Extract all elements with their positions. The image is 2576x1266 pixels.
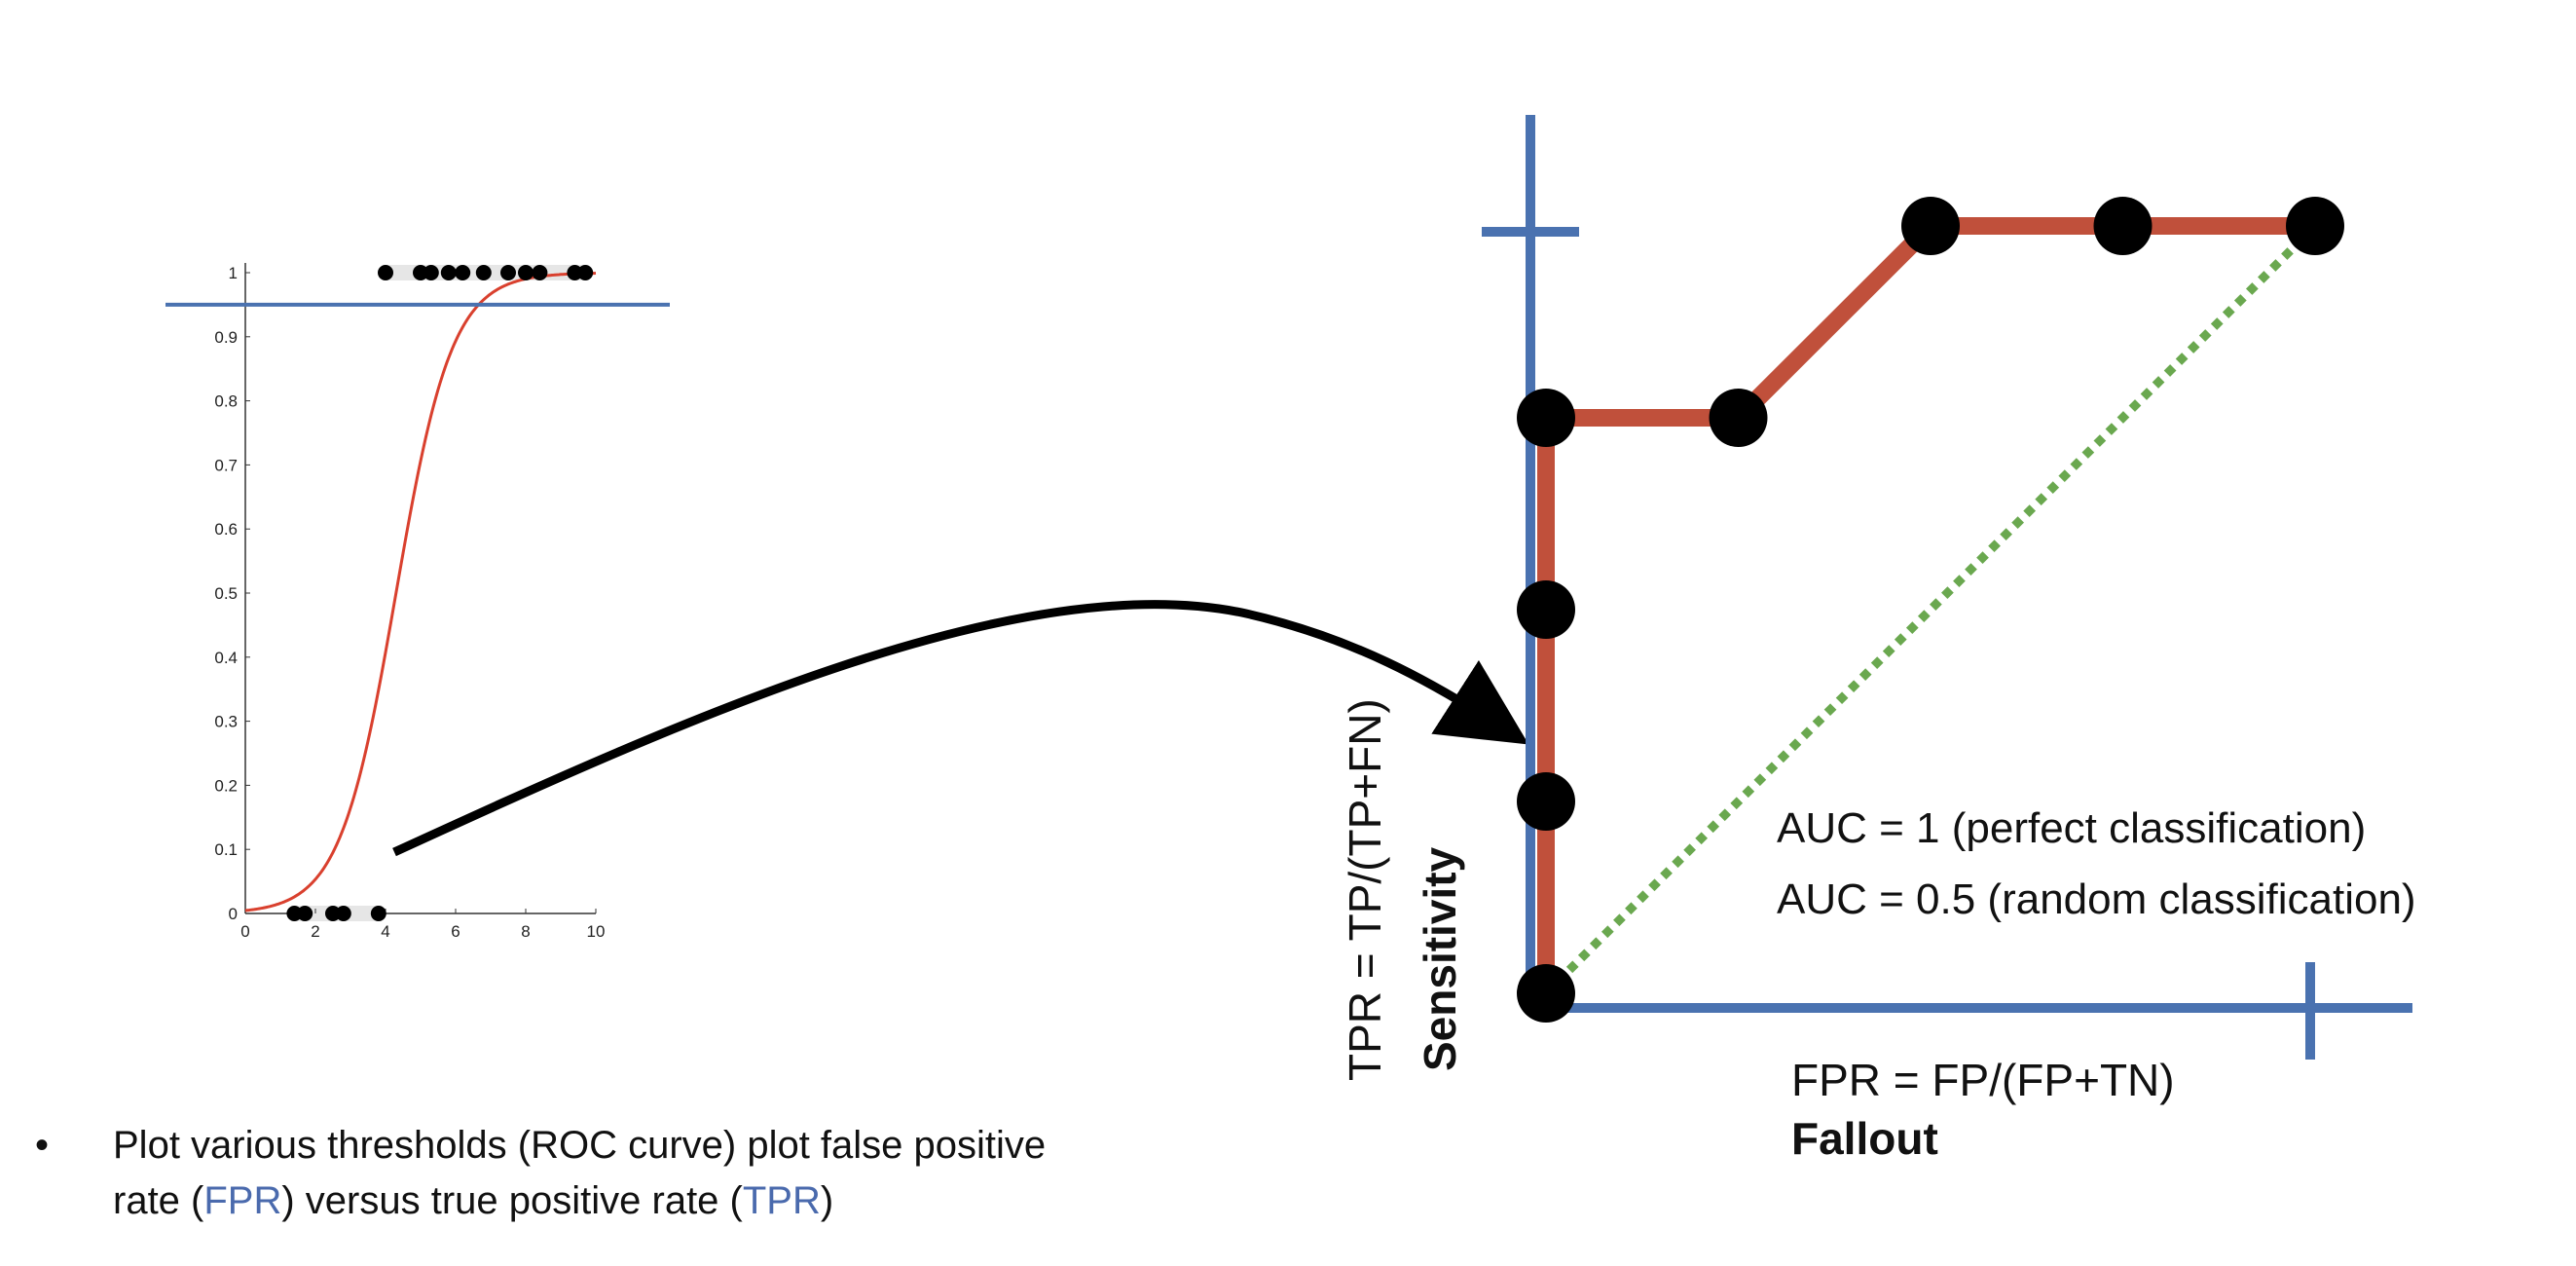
connector-arrow [392, 600, 1529, 857]
logistic-curve [244, 272, 597, 912]
bullet-line-1: Plot various thresholds (ROC curve) plot… [113, 1124, 1047, 1167]
bullet-line-2-part-b: ) versus true positive rate ( [281, 1179, 743, 1222]
fpr-highlight: FPR [203, 1179, 282, 1222]
data-point [500, 265, 516, 280]
y-tick-label: 0.8 [214, 392, 238, 411]
y-tick-label: 0.2 [214, 776, 238, 795]
roc-curve [1537, 217, 2315, 993]
roc-point [2093, 197, 2153, 255]
roc-point [1517, 964, 1575, 1023]
bullet-line-2-part-a: rate ( [113, 1179, 204, 1222]
data-point [335, 906, 351, 921]
x-tick-label: 2 [311, 922, 319, 941]
y-tick-label: 0 [229, 905, 238, 923]
tpr-highlight: TPR [742, 1179, 821, 1222]
logistic-plot: 00.10.20.30.40.50.60.70.80.910 2 4 6 8 10 [166, 263, 670, 941]
logistic-plot-axes [244, 263, 596, 921]
data-point [475, 265, 492, 280]
auc-random-label: AUC = 0.5 (random classification) [1777, 875, 2416, 923]
y-tick-label: 0.4 [214, 649, 238, 667]
data-point [532, 265, 548, 280]
roc-x-axis-sublabel: Fallout [1791, 1113, 1938, 1164]
y-tick-label: 0.9 [214, 328, 238, 347]
data-point [297, 906, 313, 921]
data-point [577, 265, 594, 280]
roc-point [1517, 772, 1575, 831]
roc-point [1709, 389, 1768, 447]
x-tick-label: 8 [521, 922, 530, 941]
logistic-plot-ticks: 00.10.20.30.40.50.60.70.80.910 2 4 6 8 10 [214, 264, 605, 941]
roc-plot: AUC = 1 (perfect classification) AUC = 0… [1340, 115, 2416, 1164]
logistic-plot-points [286, 265, 594, 921]
roc-axes [1482, 115, 2412, 1060]
roc-point [1901, 197, 1960, 255]
roc-y-axis-sublabel: Sensitivity [1415, 846, 1465, 1071]
bullet-text: Plot various thresholds (ROC curve) plot… [113, 1118, 1301, 1229]
x-tick-label: 10 [587, 922, 606, 941]
data-point [455, 265, 471, 280]
roc-y-axis-label: TPR = TP/(TP+FN) [1340, 698, 1390, 1081]
bullet-line-2-part-c: ) [820, 1179, 834, 1222]
roc-points [1517, 197, 2344, 1023]
bullet-symbol: • [35, 1124, 50, 1167]
data-point [440, 265, 457, 280]
data-point [423, 265, 439, 280]
data-point [518, 265, 534, 280]
x-tick-label: 0 [240, 922, 249, 941]
y-tick-label: 0.7 [214, 456, 238, 474]
y-tick-label: 0.1 [214, 840, 238, 859]
y-tick-label: 1 [229, 264, 238, 282]
x-tick-label: 4 [381, 922, 389, 941]
roc-point [1517, 580, 1575, 639]
data-point [378, 265, 393, 280]
data-point [370, 906, 386, 921]
roc-x-axis-label: FPR = FP/(FP+TN) [1791, 1055, 2175, 1105]
x-tick-label: 6 [451, 922, 460, 941]
y-tick-label: 0.6 [214, 520, 238, 539]
roc-point [2286, 197, 2344, 255]
roc-point [1517, 389, 1575, 447]
y-tick-label: 0.5 [214, 584, 238, 603]
y-tick-label: 0.3 [214, 713, 238, 731]
auc-perfect-label: AUC = 1 (perfect classification) [1777, 804, 2366, 852]
